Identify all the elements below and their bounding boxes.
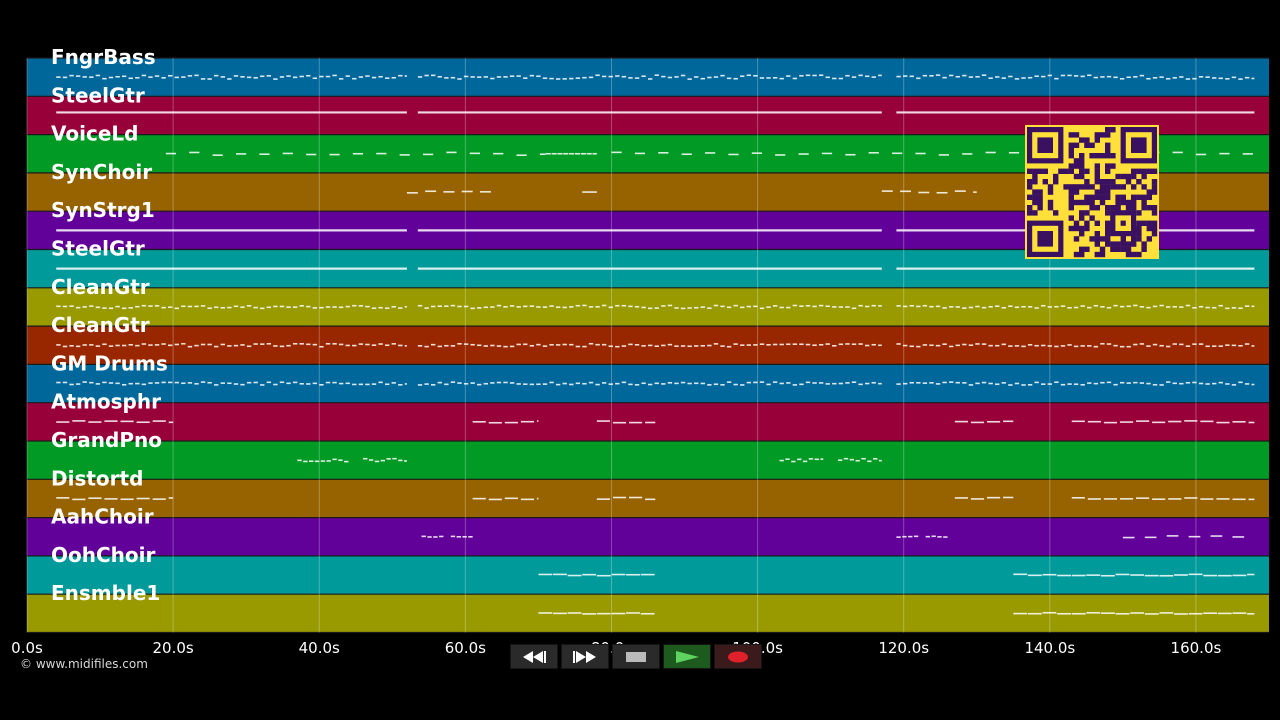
time-tick-label: 40.0s xyxy=(299,639,340,657)
track-lane xyxy=(27,364,1269,403)
track-label: Ensmble1 xyxy=(51,581,160,605)
track-label: GM Drums xyxy=(51,351,168,375)
stop-icon xyxy=(626,651,646,662)
play-icon xyxy=(676,650,699,663)
track-label: CleanGtr xyxy=(51,275,150,299)
rewind-icon xyxy=(523,650,546,663)
time-tick-label: 60.0s xyxy=(445,639,486,657)
track-lane xyxy=(27,58,1269,97)
stop-button[interactable] xyxy=(612,644,660,669)
track-label: VoiceLd xyxy=(51,122,138,146)
track-label: SynChoir xyxy=(51,160,152,184)
track-lane xyxy=(27,517,1269,556)
track-label: Distortd xyxy=(51,466,143,490)
time-tick-label: 0.0s xyxy=(11,639,43,657)
track-label: FngrBass xyxy=(51,45,156,69)
record-icon xyxy=(728,651,748,662)
rewind-button[interactable] xyxy=(510,644,558,669)
fast-forward-button[interactable] xyxy=(561,644,609,669)
track-label: AahChoir xyxy=(51,505,154,529)
track-lane xyxy=(27,479,1269,518)
fast-forward-icon xyxy=(573,650,596,663)
track-label: Atmosphr xyxy=(51,390,161,414)
track-label: SteelGtr xyxy=(51,83,145,107)
time-tick-label: 120.0s xyxy=(878,639,929,657)
transport-controls xyxy=(510,644,762,669)
qr-code xyxy=(1025,125,1159,259)
copyright-text: © www.midifiles.com xyxy=(20,657,148,671)
time-tick-label: 20.0s xyxy=(153,639,194,657)
record-button[interactable] xyxy=(714,644,762,669)
track-label: SynStrg1 xyxy=(51,198,155,222)
track-lane xyxy=(27,441,1269,480)
track-lane xyxy=(27,287,1269,327)
track-label: CleanGtr xyxy=(51,313,150,337)
time-tick-label: 140.0s xyxy=(1024,639,1075,657)
track-label: SteelGtr xyxy=(51,237,145,261)
track-label: GrandPno xyxy=(51,428,162,452)
track-label: OohChoir xyxy=(51,543,155,567)
time-tick-label: 160.0s xyxy=(1171,639,1222,657)
play-button[interactable] xyxy=(663,644,711,669)
